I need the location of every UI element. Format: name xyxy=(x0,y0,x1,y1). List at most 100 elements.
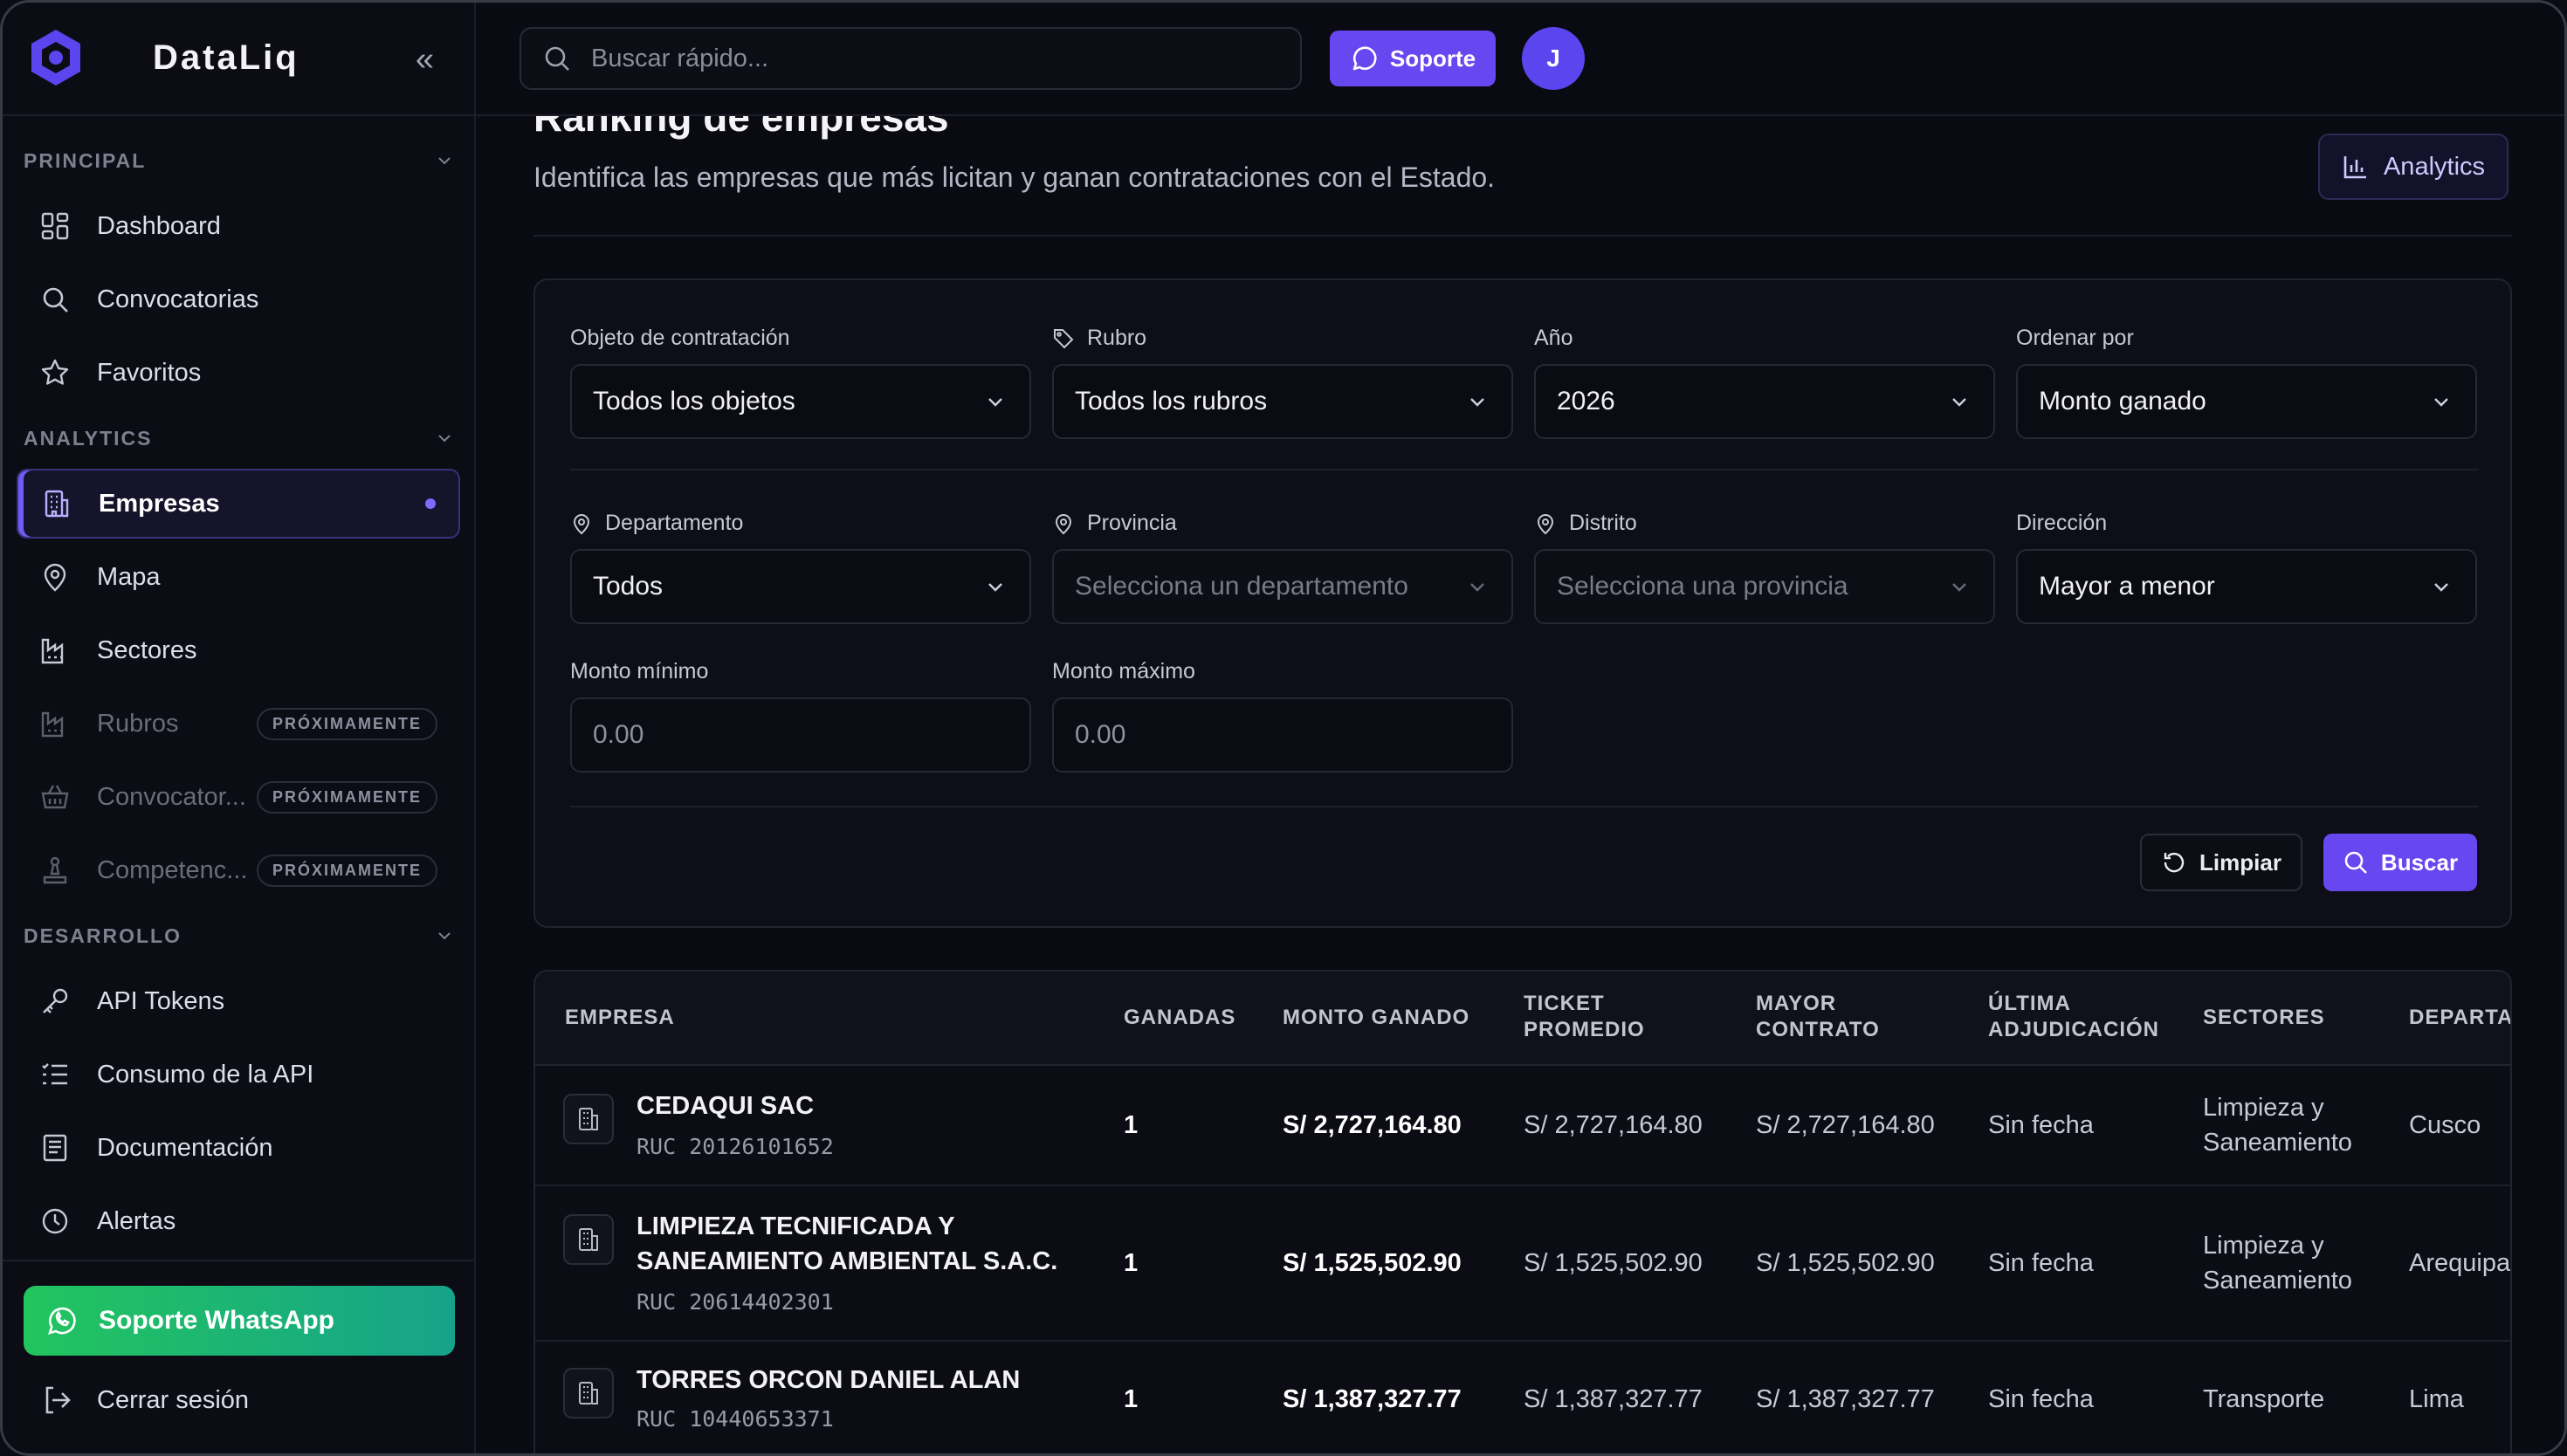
sidebar-item-sectores[interactable]: Sectores xyxy=(17,615,460,685)
section-principal[interactable]: PRINCIPAL xyxy=(24,134,453,188)
col-mayor[interactable]: MAYOR CONTRATO xyxy=(1756,992,1880,1041)
departamento-select[interactable]: Todos xyxy=(570,549,1031,624)
divider xyxy=(570,469,2479,470)
label-text: Monto mínimo xyxy=(570,659,709,683)
sidebar-item-label: Convocator... xyxy=(97,782,246,811)
col-ticket[interactable]: TICKET PROMEDIO xyxy=(1524,992,1645,1041)
sidebar-item-label: Dashboard xyxy=(97,211,221,240)
label-text: Objeto de contratación xyxy=(570,326,790,350)
support-button[interactable]: Soporte xyxy=(1330,31,1496,86)
col-monto[interactable]: MONTO GANADO xyxy=(1283,1006,1470,1029)
sidebar-item-label: Convocatorias xyxy=(97,285,259,313)
col-ultima[interactable]: ÚLTIMA ADJUDICACIÓN xyxy=(1988,992,2160,1041)
rubro-select[interactable]: Todos los rubros xyxy=(1052,364,1513,439)
company-name[interactable]: TORRES ORCON DANIEL ALAN xyxy=(637,1366,1021,1394)
building-icon xyxy=(563,1368,614,1418)
avatar[interactable]: J xyxy=(1522,27,1585,90)
company-name[interactable]: LIMPIEZA TECNIFICADA Y SANEAMIENTO AMBIE… xyxy=(637,1212,1058,1275)
sidebar-item-mapa[interactable]: Mapa xyxy=(17,542,460,612)
select-value: Selecciona un departamento xyxy=(1075,572,1408,601)
ordenar-select[interactable]: Monto ganado xyxy=(2016,364,2477,439)
page-title: Ranking de empresas xyxy=(533,116,949,140)
col-empresa[interactable]: EMPRESA xyxy=(565,1006,675,1029)
company-ruc: RUC 20614402301 xyxy=(637,1289,834,1315)
cell-mayor: S/ 1,525,502.90 xyxy=(1756,1249,1935,1277)
reset-icon xyxy=(2164,852,2185,873)
cell-monto: S/ 1,387,327.77 xyxy=(1283,1385,1462,1413)
section-title: PRINCIPAL xyxy=(24,148,147,172)
whatsapp-support-label: Soporte WhatsApp xyxy=(99,1306,334,1335)
sidebar-item-empresas[interactable]: Empresas xyxy=(17,469,460,539)
brand[interactable]: DataLiq « xyxy=(29,27,457,88)
col-sectores[interactable]: SECTORES xyxy=(2203,1006,2325,1029)
cell-ultima: Sin fecha xyxy=(1988,1385,2094,1413)
direccion-label: Dirección xyxy=(2016,511,2107,536)
label-text: Dirección xyxy=(2016,511,2108,535)
sidebar-item-dashboard[interactable]: Dashboard xyxy=(17,191,460,261)
company-ruc: RUC 20126101652 xyxy=(637,1134,834,1159)
section-title: ANALYTICS xyxy=(24,426,153,450)
chevron-down-icon xyxy=(1952,583,1966,592)
list-icon xyxy=(42,1063,67,1085)
sidebar-item-convocatorias-analytics: Convocator... PRÓXIMAMENTE xyxy=(17,762,460,832)
cell-monto: S/ 1,525,502.90 xyxy=(1283,1249,1462,1277)
cell-departamento: Arequipa xyxy=(2409,1249,2511,1277)
section-desarrollo[interactable]: DESARROLLO xyxy=(24,909,453,963)
logout-icon xyxy=(45,1386,71,1414)
cell-ganadas: 1 xyxy=(1124,1249,1139,1277)
company-name[interactable]: CEDAQUI SAC xyxy=(637,1092,815,1120)
collapse-sidebar-icon[interactable]: « xyxy=(415,41,434,78)
coming-soon-badge: PRÓXIMAMENTE xyxy=(256,854,437,887)
chevron-down-icon xyxy=(988,583,1002,592)
sidebar-item-api-tokens[interactable]: API Tokens xyxy=(17,966,460,1036)
provincia-label: Provincia xyxy=(1052,511,1177,536)
analytics-button[interactable]: Analytics xyxy=(2318,134,2509,200)
basket-icon xyxy=(41,785,69,809)
search-button[interactable]: Buscar xyxy=(2323,834,2477,891)
provincia-select[interactable]: Selecciona un departamento xyxy=(1052,549,1513,624)
page-subtitle: Identifica las empresas que más licitan … xyxy=(533,161,1496,193)
anio-select[interactable]: 2026 xyxy=(1534,364,1995,439)
clear-label: Limpiar xyxy=(2199,848,2281,876)
building-icon xyxy=(45,490,69,518)
table-row[interactable]: LIMPIEZA TECNIFICADA Y SANEAMIENTO AMBIE… xyxy=(535,1186,2511,1342)
sidebar-item-label: Sectores xyxy=(97,635,197,664)
label-text: Rubro xyxy=(1087,326,1147,350)
map-pin-icon xyxy=(44,563,66,592)
cell-mayor: S/ 1,387,327.77 xyxy=(1756,1385,1935,1413)
sidebar-item-favoritos[interactable]: Favoritos xyxy=(17,338,460,408)
topbar: Soporte J xyxy=(476,3,2564,116)
section-analytics[interactable]: ANALYTICS xyxy=(24,411,453,465)
main-content: Ranking de empresas Identifica las empre… xyxy=(476,116,2564,1453)
table-row[interactable]: CEDAQUI SAC RUC 20126101652 1 S/ 2,727,1… xyxy=(535,1066,2510,1186)
search-input[interactable] xyxy=(591,44,1290,73)
quick-search[interactable] xyxy=(520,27,1302,90)
distrito-select[interactable]: Selecciona una provincia xyxy=(1534,549,1995,624)
monto-max-input[interactable] xyxy=(1052,697,1513,773)
cell-departamento: Lima xyxy=(2409,1385,2464,1413)
sidebar-item-documentacion[interactable]: Documentación xyxy=(17,1113,460,1183)
monto-min-input[interactable] xyxy=(570,697,1031,773)
section-title: DESARROLLO xyxy=(24,924,182,947)
col-ganadas[interactable]: GANADAS xyxy=(1124,1006,1236,1029)
logout-button[interactable]: Cerrar sesión xyxy=(41,1384,249,1417)
label-text: Ordenar por xyxy=(2016,326,2134,350)
cell-ultima: Sin fecha xyxy=(1988,1111,2094,1139)
analytics-label: Analytics xyxy=(2383,152,2486,181)
select-value: Todos los objetos xyxy=(593,387,795,416)
logo-icon xyxy=(31,30,80,86)
clear-button[interactable]: Limpiar xyxy=(2140,834,2302,891)
objeto-select[interactable]: Todos los objetos xyxy=(570,364,1031,439)
sidebar-item-competencia: Competenc... PRÓXIMAMENTE xyxy=(17,835,460,905)
col-departamento[interactable]: DEPARTAMENTO xyxy=(2409,1006,2512,1029)
sidebar-item-alertas[interactable]: Alertas xyxy=(17,1186,460,1256)
sidebar-item-consumo-api[interactable]: Consumo de la API xyxy=(17,1040,460,1109)
table-row[interactable]: TORRES ORCON DANIEL ALAN RUC 10440653371… xyxy=(535,1342,2510,1453)
sidebar-item-convocatorias[interactable]: Convocatorias xyxy=(17,264,460,334)
departamento-label: Departamento xyxy=(570,511,743,536)
direccion-select[interactable]: Mayor a menor xyxy=(2016,549,2477,624)
label-text: Monto máximo xyxy=(1052,659,1195,683)
active-indicator xyxy=(425,498,436,509)
whatsapp-support-button[interactable]: Soporte WhatsApp xyxy=(24,1286,455,1356)
map-pin-icon xyxy=(1537,513,1554,534)
